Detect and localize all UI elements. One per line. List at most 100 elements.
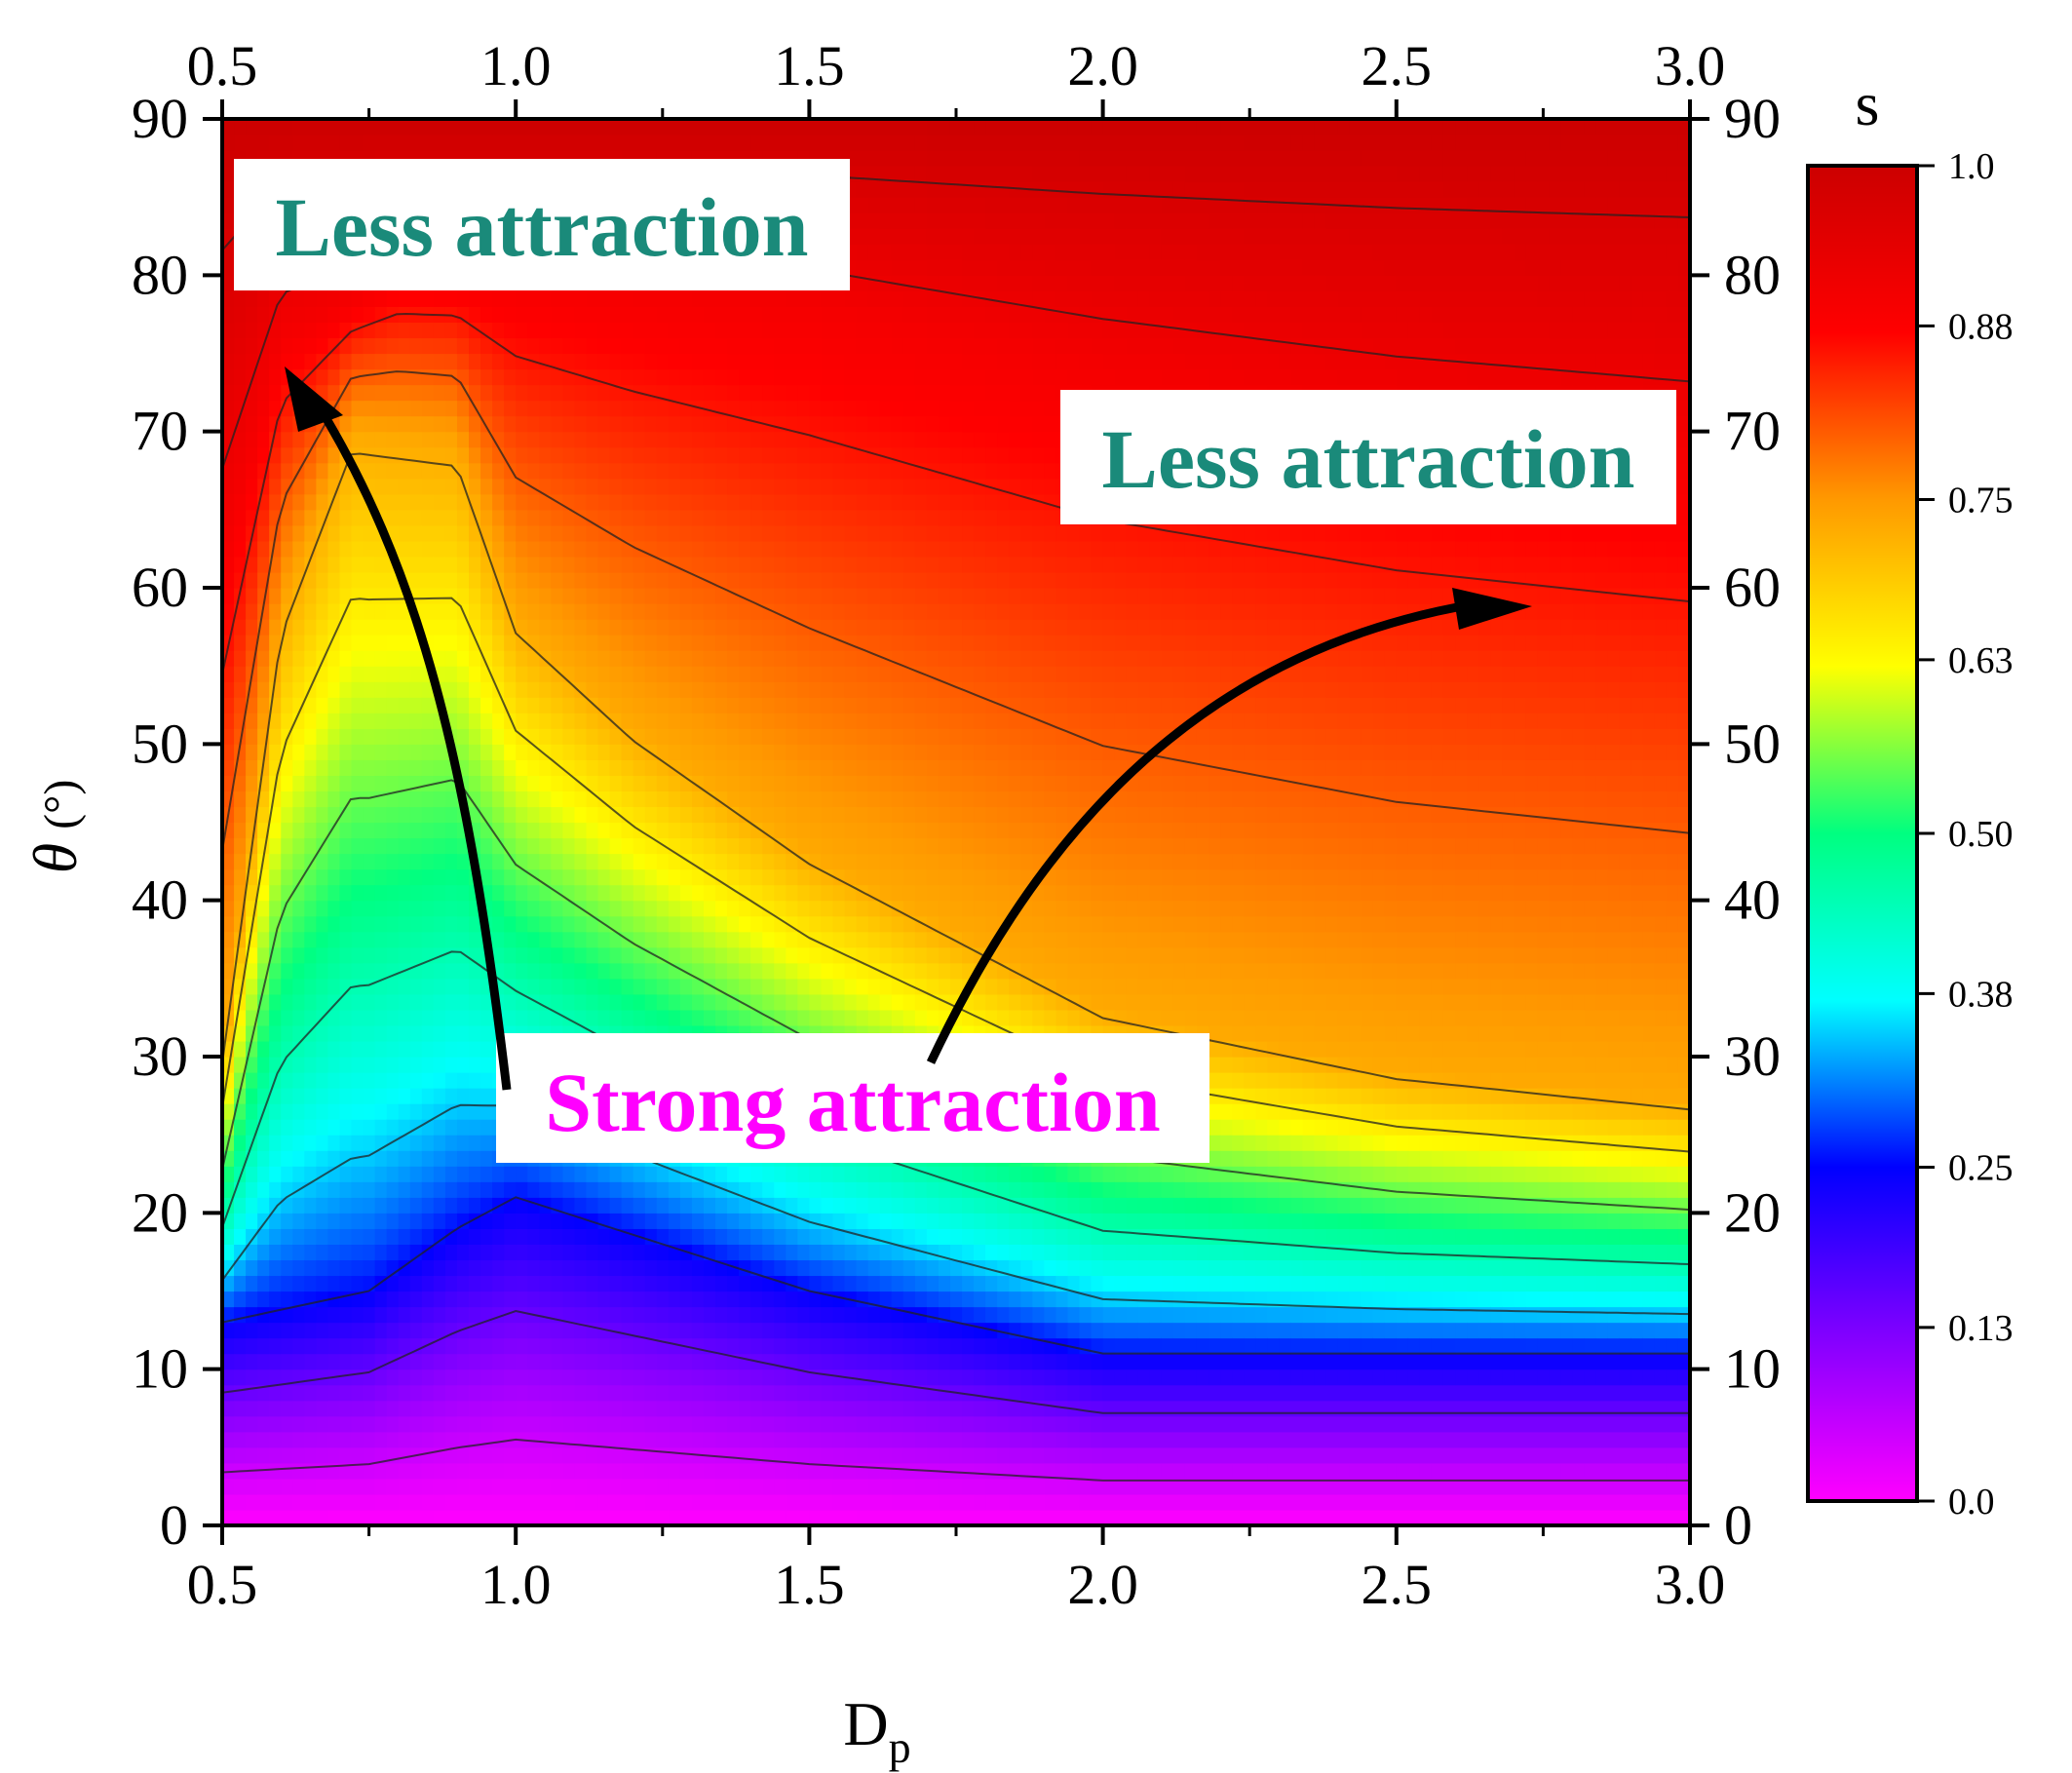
- heatmap-cell: [292, 681, 305, 698]
- heatmap-cell: [774, 1166, 787, 1182]
- heatmap-cell: [597, 1431, 611, 1448]
- heatmap-cell: [492, 1275, 505, 1292]
- heatmap-cell: [409, 1322, 423, 1339]
- heatmap-cell: [644, 728, 658, 745]
- heatmap-cell: [398, 868, 411, 886]
- heatmap-cell: [374, 1446, 388, 1464]
- heatmap-cell: [433, 415, 446, 433]
- heatmap-cell: [832, 368, 846, 386]
- heatmap-cell: [444, 384, 458, 402]
- heatmap-cell: [304, 353, 317, 370]
- heatmap-cell: [821, 353, 834, 370]
- heatmap-cell: [609, 290, 623, 307]
- heatmap-cell: [832, 1244, 846, 1261]
- heatmap-cell: [281, 915, 293, 933]
- heatmap-cell: [398, 1009, 411, 1026]
- heatmap-cell: [480, 1446, 493, 1464]
- heatmap-cell: [609, 306, 623, 324]
- heatmap-cell: [844, 744, 858, 760]
- heatmap-cell: [633, 119, 646, 135]
- heatmap-cell: [621, 1259, 634, 1277]
- heatmap-cell: [609, 946, 623, 964]
- heatmap-cell: [504, 524, 517, 542]
- heatmap-cell: [281, 1431, 293, 1448]
- heatmap-cell: [715, 650, 728, 667]
- heatmap-cell: [586, 1181, 599, 1198]
- heatmap-cell: [703, 588, 716, 604]
- heatmap-cell: [844, 1384, 858, 1402]
- heatmap-cell: [316, 946, 329, 964]
- heatmap-cell: [832, 1400, 846, 1417]
- heatmap-cell: [504, 1291, 517, 1308]
- heatmap-cell: [469, 415, 481, 433]
- heatmap-cell: [809, 744, 823, 760]
- heatmap-cell: [257, 1088, 270, 1104]
- heatmap-cell: [409, 556, 423, 573]
- heatmap-cell: [516, 635, 528, 651]
- heatmap-cell: [316, 1057, 329, 1073]
- heatmap-cell: [633, 1197, 646, 1214]
- heatmap-cell: [316, 1446, 329, 1464]
- heatmap-cell: [774, 571, 787, 589]
- heatmap-cell: [292, 1166, 305, 1182]
- heatmap-cell: [374, 1150, 388, 1167]
- heatmap-cell: [797, 571, 810, 589]
- heatmap-cell: [715, 1462, 728, 1480]
- heatmap-cell: [551, 337, 563, 355]
- heatmap-cell: [456, 697, 470, 713]
- heatmap-cell: [856, 1166, 869, 1182]
- heatmap-cell: [551, 1244, 563, 1261]
- heatmap-cell: [633, 681, 646, 698]
- heatmap-cell: [386, 619, 400, 636]
- heatmap-cell: [797, 759, 810, 776]
- heatmap-cell: [644, 1197, 658, 1214]
- heatmap-cell: [867, 1431, 881, 1448]
- heatmap-cell: [844, 1275, 858, 1292]
- heatmap-cell: [339, 931, 353, 948]
- heatmap-cell: [597, 431, 611, 448]
- heatmap-cell: [234, 353, 247, 370]
- heatmap-cell: [339, 290, 353, 307]
- heatmap-cell: [469, 1415, 481, 1433]
- heatmap-cell: [762, 556, 775, 573]
- heatmap-cell: [703, 1306, 716, 1324]
- heatmap-cell: [832, 1431, 846, 1448]
- heatmap-cell: [316, 822, 329, 839]
- heatmap-cell: [398, 290, 411, 307]
- heatmap-cell: [727, 603, 740, 620]
- heatmap-cell: [739, 1431, 751, 1448]
- heatmap-cell: [409, 1368, 423, 1386]
- heatmap-cell: [656, 666, 670, 682]
- heatmap-cell: [292, 790, 305, 808]
- heatmap-cell: [304, 697, 317, 713]
- heatmap-cell: [786, 1009, 798, 1026]
- heatmap-cell: [222, 119, 235, 135]
- heatmap-cell: [633, 1478, 646, 1495]
- heatmap-cell: [844, 962, 858, 980]
- heatmap-cell: [774, 1181, 787, 1198]
- heatmap-cell: [762, 962, 775, 980]
- heatmap-cell: [527, 1322, 540, 1339]
- heatmap-cell: [257, 1306, 270, 1324]
- heatmap-cell: [574, 603, 588, 620]
- heatmap-cell: [844, 290, 858, 307]
- heatmap-cell: [727, 1306, 740, 1324]
- heatmap-cell: [856, 619, 869, 636]
- heatmap-cell: [867, 978, 881, 995]
- heatmap-cell: [444, 415, 458, 433]
- heatmap-cell: [574, 1384, 588, 1402]
- heatmap-cell: [363, 1259, 376, 1277]
- heatmap-cell: [444, 400, 458, 417]
- heatmap-cell: [234, 1384, 247, 1402]
- heatmap-cell: [786, 1306, 798, 1324]
- heatmap-cell: [269, 837, 282, 855]
- heatmap-cell: [327, 1306, 341, 1324]
- heatmap-cell: [691, 1462, 705, 1480]
- heatmap-cell: [786, 1368, 798, 1386]
- heatmap-cell: [527, 978, 540, 995]
- heatmap-cell: [774, 635, 787, 651]
- heatmap-cell: [668, 900, 681, 917]
- heatmap-cell: [327, 446, 341, 464]
- heatmap-cell: [492, 1415, 505, 1433]
- heatmap-cell: [809, 493, 823, 511]
